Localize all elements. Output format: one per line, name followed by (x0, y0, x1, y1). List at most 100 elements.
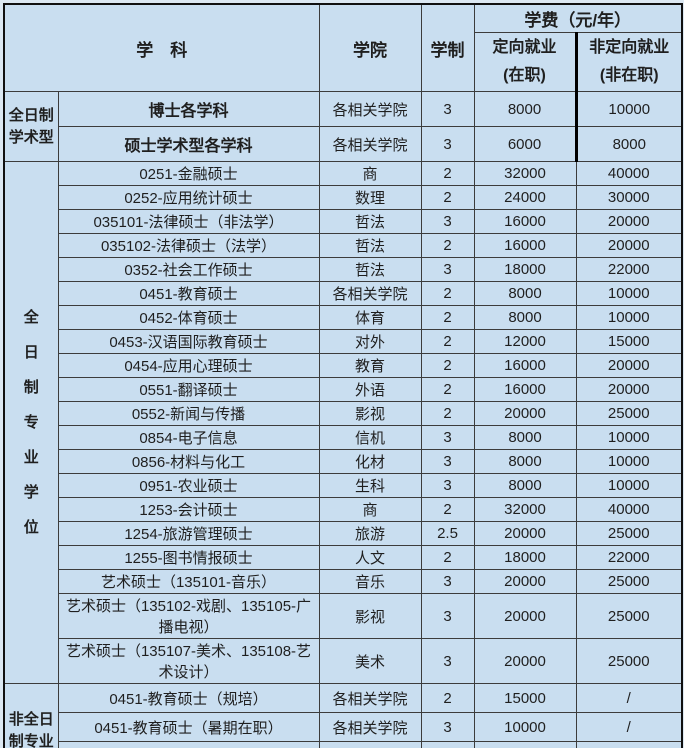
college-cell: 商 (318, 161, 422, 186)
duration-cell: 2 (420, 233, 475, 258)
table-body: 全日制 学术型 博士各学科 各相关学院 3 8000 10000 硕士学术型各学科 各相关学院… (3, 91, 683, 748)
fee-directed-cell: 8000 (473, 305, 577, 330)
college-cell: 影视 (318, 593, 422, 639)
fee-nondirected-cell: 10000 (575, 281, 683, 306)
table-row: 0551-翻译硕士 外语 2 16000 20000 (4, 377, 683, 402)
fee-nondirected-cell: 10000 (575, 473, 683, 498)
fee-nondirected-cell: 20000 (575, 233, 683, 258)
subject-cell: 1255-图书情报硕士 (57, 545, 320, 570)
table-row: 0352-社会工作硕士 哲法 3 18000 22000 (4, 257, 683, 282)
fee-directed-cell: 8000 (473, 91, 577, 127)
table-row: 1254-旅游管理硕士 旅游 2.5 20000 25000 (4, 521, 683, 546)
duration-cell: 3 (420, 473, 475, 498)
fee-directed-cell: 20000 (473, 401, 577, 426)
subject-cell: 0451-教育硕士（规培） (57, 683, 320, 713)
fee-nondirected-cell: 30000 (575, 185, 683, 210)
table-row: 0452-体育硕士 体育 2 8000 10000 (4, 305, 683, 330)
subject-cell: 0856-材料与化工 (57, 449, 320, 474)
fee-directed-cell: 6000 (473, 126, 577, 162)
subject-cell: 1253-会计硕士 (57, 497, 320, 522)
duration-cell: 3 (420, 91, 475, 127)
fee-directed-cell: 15000 (473, 683, 577, 713)
fee-directed-cell: 8000 (473, 449, 577, 474)
fee-nondirected-cell: 40000 (575, 497, 683, 522)
college-cell: 生科 (318, 473, 422, 498)
subject-cell: 0453-汉语国际教育硕士 (57, 329, 320, 354)
fee-directed-cell: 20000 (473, 569, 577, 594)
group-label: 全 日 制 专 业 学 位 (3, 161, 59, 684)
duration-cell: 2 (420, 281, 475, 306)
subject-cell: 0251-金融硕士 (57, 161, 320, 186)
subject-cell: 035102-法律硕士（法学） (57, 233, 320, 258)
fee-nondirected-cell: 25000 (575, 593, 683, 639)
college-cell: 旅游 (318, 521, 422, 546)
duration-cell: 3 (420, 712, 475, 742)
table-row: 0854-电子信息 信机 3 8000 10000 (4, 425, 683, 450)
college-cell: 体育 (318, 305, 422, 330)
subject-cell: 1252-公共管理硕士 (57, 741, 320, 748)
subject-cell: 0552-新闻与传播 (57, 401, 320, 426)
fee-nondirected-cell: / (575, 741, 683, 748)
college-cell: 各相关学院 (318, 91, 422, 127)
fee-directed-cell: 20000 (473, 638, 577, 684)
header-fee-group: 学费（元/年） (473, 3, 683, 33)
table-row: 硕士学术型各学科 各相关学院 3 6000 8000 (4, 126, 683, 162)
header-row-top: 学 科 学院 学制 学费（元/年） (3, 3, 683, 92)
fee-nondirected-cell: / (575, 683, 683, 713)
duration-cell: 2.5 (420, 741, 475, 748)
header-row-sub: 定向就业 (在职) 非定向就业 (非在职) (4, 32, 683, 92)
table-row: 035102-法律硕士（法学） 哲法 2 16000 20000 (4, 233, 683, 258)
duration-cell: 3 (420, 257, 475, 282)
college-cell: 外语 (318, 377, 422, 402)
duration-cell: 3 (420, 126, 475, 162)
fee-nondirected-cell: 10000 (574, 91, 683, 127)
duration-cell: 3 (420, 209, 475, 234)
table-row: 0951-农业硕士 生科 3 8000 10000 (4, 473, 683, 498)
duration-cell: 2 (420, 329, 475, 354)
fee-directed-cell: 16000 (473, 353, 577, 378)
subject-cell: 035101-法律硕士（非法学） (57, 209, 320, 234)
header-duration: 学制 (420, 3, 475, 92)
header-subject: 学 科 (3, 3, 320, 92)
table-row: 1255-图书情报硕士 人文 2 18000 22000 (4, 545, 683, 570)
fee-directed-cell: 12000 (473, 329, 577, 354)
college-cell: 化材 (318, 449, 422, 474)
duration-cell: 2 (420, 683, 475, 713)
header-fee-directed: 定向就业 (在职) (473, 32, 577, 92)
duration-cell: 2 (420, 353, 475, 378)
fee-nondirected-cell: / (575, 712, 683, 742)
subject-cell: 0454-应用心理硕士 (57, 353, 320, 378)
duration-cell: 2 (420, 305, 475, 330)
college-cell: 各相关学院 (318, 683, 422, 713)
subject-cell: 硕士学术型各学科 (57, 126, 320, 162)
college-cell: 各相关学院 (318, 126, 422, 162)
fee-directed-cell: 18000 (473, 545, 577, 570)
table-row: 1253-会计硕士商 2 32000 40000 (4, 497, 683, 522)
fee-nondirected-cell: 22000 (575, 545, 683, 570)
fee-directed-cell: 10000 (473, 712, 577, 742)
college-cell: 哲法 (318, 741, 422, 748)
college-cell: 哲法 (318, 233, 422, 258)
college-cell: 教育 (318, 353, 422, 378)
duration-cell: 3 (420, 449, 475, 474)
fee-nondirected-cell: 15000 (575, 329, 683, 354)
duration-cell: 3 (420, 638, 475, 684)
subject-cell: 0451-教育硕士（暑期在职） (57, 712, 320, 742)
duration-cell: 2 (420, 401, 475, 426)
group-label: 全日制 学术型 (3, 91, 59, 162)
college-cell: 信机 (318, 425, 422, 450)
subject-cell: 博士各学科 (57, 91, 320, 127)
fee-directed-cell: 32000 (473, 161, 577, 186)
duration-cell: 2.5 (420, 521, 475, 546)
fee-directed-cell: 24000 (473, 185, 577, 210)
subject-cell: 0951-农业硕士 (57, 473, 320, 498)
fee-nondirected-cell: 10000 (575, 305, 683, 330)
college-cell: 各相关学院 (318, 712, 422, 742)
subject-cell: 0854-电子信息 (57, 425, 320, 450)
college-cell: 人文 (318, 545, 422, 570)
duration-cell: 2 (420, 377, 475, 402)
table-header: 学 科 学院 学制 学费（元/年） 定向就业 (在职) 非定向就业 (非在职) (3, 3, 683, 92)
fee-nondirected-cell: 25000 (575, 569, 683, 594)
duration-cell: 2 (420, 185, 475, 210)
